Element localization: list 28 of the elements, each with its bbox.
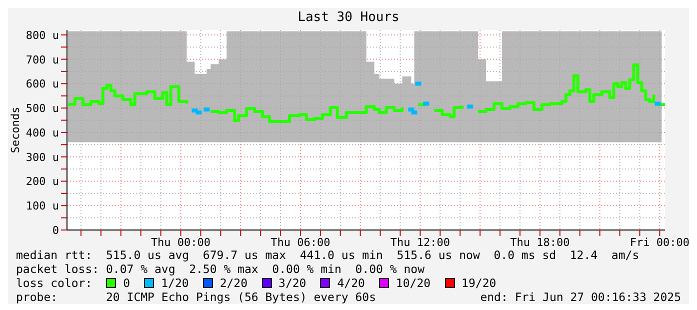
y-tick-label: 400 u [26,126,59,140]
text: end: Fri Jun 27 00:16:33 2025 [480,290,681,304]
text: packet loss: 0.07 % avg 2.50 % max 0.00 % min 0.00 % now [16,262,426,276]
y-tick-label: 300 u [26,150,59,164]
legend-label: 0 [123,276,130,290]
x-tick-label: Thu 00:00 [150,236,211,249]
text: probe: 20 ICMP Echo Pings (56 Bytes) every 60s [16,290,376,304]
y-axis-title: Seconds [8,106,22,154]
y-tick-label: 700 u [26,53,59,66]
legend-label: 3/20 [278,276,306,290]
text: median rtt: 515.0 us avg 679.7 us max 441.0 us min 515.6 us now 0.0 ms sd 12.4 am/s [16,248,640,262]
y-tick-label: 500 u [26,102,59,116]
x-tick-label: Fri 00:00 [630,236,690,249]
legend-title: loss color: [16,276,92,290]
y-tick-label: 200 u [26,175,59,188]
chart-title: Last 30 Hours [296,9,400,26]
legend-label: 4/20 [337,276,365,290]
y-tick-label: 0 [52,224,59,237]
x-tick-label: Thu 18:00 [510,236,570,249]
legend-label: 2/20 [220,276,248,290]
legend-label: 19/20 [462,276,496,290]
x-tick-label: Thu 06:00 [270,236,330,249]
legend-label: 10/20 [396,276,431,290]
x-tick-label: Thu 12:00 [390,236,450,249]
y-tick-label: 100 u [26,200,59,213]
y-tick-label: 800 u [26,28,59,42]
y-tick-label: 600 u [26,78,59,91]
legend-label: 1/20 [161,276,189,290]
